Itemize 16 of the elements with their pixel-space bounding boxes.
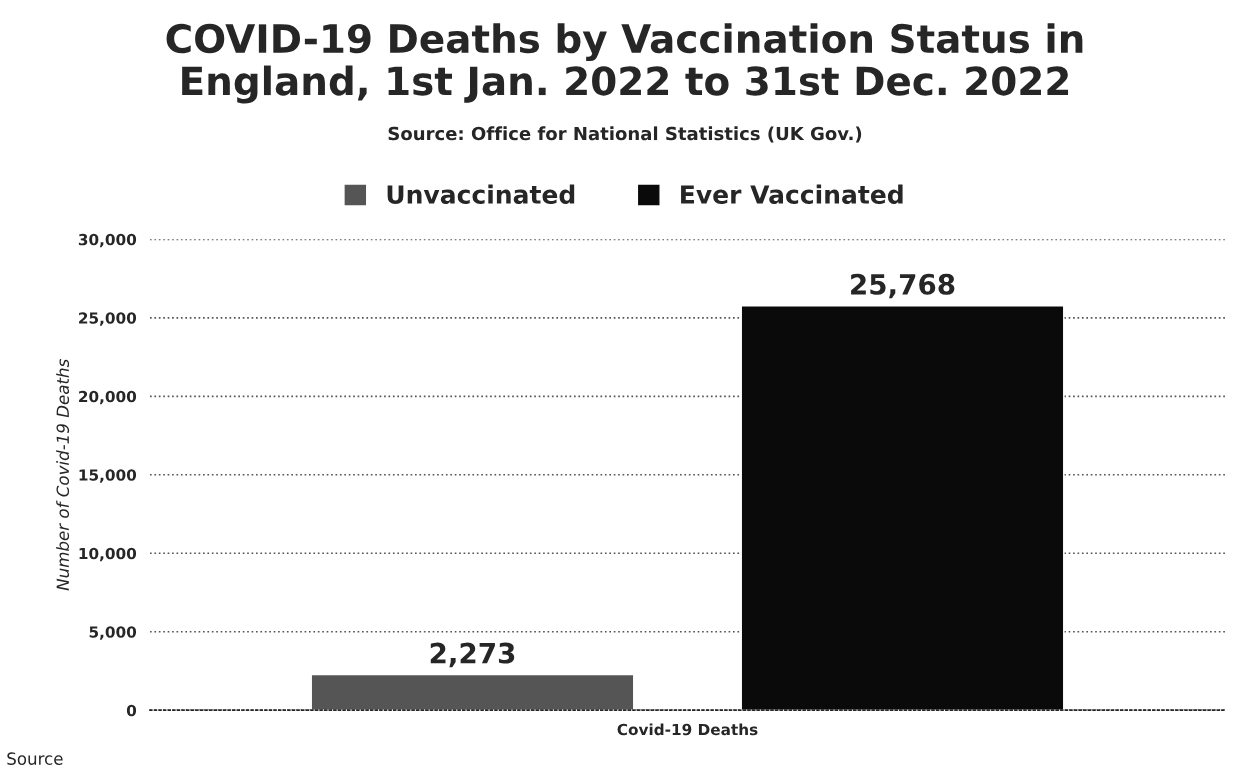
data-label: 2,273 xyxy=(430,642,515,668)
y-tick-label: 5,000 xyxy=(89,626,137,640)
y-tick-label: 0 xyxy=(126,704,137,717)
y-axis-title: Number of Covid-19 Deaths xyxy=(56,359,70,591)
chart-subtitle: Source: Office for National Statistics (UK Gov.) xyxy=(388,126,862,143)
data-label: 25,768 xyxy=(851,273,955,299)
y-tick-label: 30,000 xyxy=(78,233,137,248)
x-tick-label: Covid-19 Deaths xyxy=(617,723,758,736)
y-tick-label: 20,000 xyxy=(79,390,137,405)
y-tick-label: 25,000 xyxy=(79,312,137,326)
y-tick-label: 15,000 xyxy=(79,469,137,483)
chart-title: COVID-19 Deaths by Vaccination Status in England, 1st Jan. 2022 to 31st Dec. 2022 xyxy=(166,23,1083,104)
legend-label: Ever Vaccinated xyxy=(681,184,903,204)
text: Source xyxy=(7,752,63,765)
legend-label: Unvaccinated xyxy=(387,184,575,204)
y-tick-label: 10,000 xyxy=(79,547,137,562)
